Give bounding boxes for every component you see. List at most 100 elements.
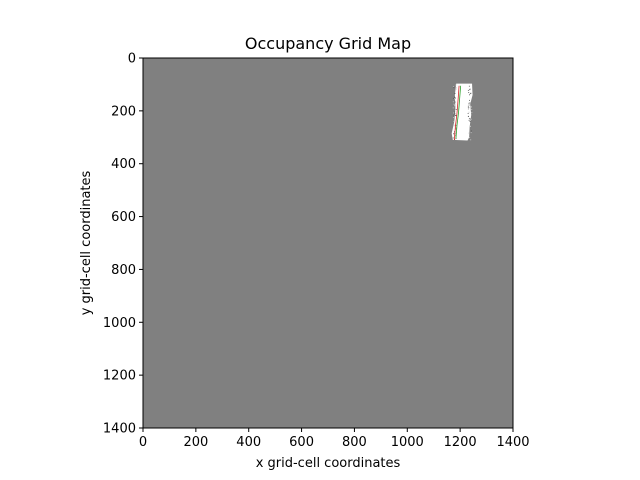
trajectory-line (455, 85, 462, 139)
occupied-cell (468, 107, 470, 109)
occupied-cell (453, 103, 455, 105)
occupied-cell (453, 125, 455, 127)
occupied-cell (454, 93, 456, 94)
occupied-cell (455, 126, 457, 128)
occupied-cell (469, 118, 471, 120)
occupied-cell (470, 118, 472, 120)
trajectory-line (453, 85, 460, 140)
occupied-cell (470, 106, 472, 108)
occupied-cell (469, 99, 470, 101)
occupied-cell (454, 107, 456, 109)
occupied-cell (452, 112, 454, 114)
x-tick-label: 200 (183, 435, 208, 450)
occupied-cell (453, 103, 454, 105)
y-axis-label: y grid-cell coordinates (79, 170, 94, 315)
occupied-cell (454, 114, 456, 116)
occupied-cell (455, 87, 457, 89)
occupied-cell (468, 107, 469, 109)
occupied-cell (467, 107, 469, 109)
occupied-cell (467, 105, 469, 107)
occupied-cell (471, 109, 473, 110)
x-tick-label: 1000 (391, 435, 424, 450)
occupied-cell (453, 96, 455, 98)
occupied-cell (454, 111, 456, 113)
occupied-cell (454, 98, 455, 100)
occupied-cell (468, 105, 470, 106)
occupied-cell (455, 84, 457, 86)
y-tick-label: 600 (111, 210, 136, 225)
occupied-cell (468, 92, 470, 93)
occupied-cell (469, 137, 471, 138)
occupied-cell (455, 128, 457, 130)
occupied-cell (470, 106, 472, 108)
x-axis-ticks: 0 200 400 600 800 1000 1200 1400 (139, 428, 530, 450)
occupied-cell (455, 97, 456, 99)
occupied-cell (453, 116, 455, 118)
x-tick-label: 800 (342, 435, 367, 450)
occupied-cell (454, 101, 456, 103)
occupied-cell (453, 86, 454, 88)
x-tick-label: 400 (236, 435, 261, 450)
occupied-cell (452, 137, 454, 139)
x-tick-label: 0 (139, 435, 147, 450)
occupied-cell (470, 92, 472, 94)
occupied-cell (471, 112, 473, 114)
occupied-cell (452, 101, 454, 103)
occupied-cell (455, 135, 457, 137)
occupied-cell (453, 115, 455, 117)
occupied-cell (454, 104, 456, 106)
y-tick-label: 200 (111, 104, 136, 119)
occupied-cell (470, 92, 472, 94)
occupied-cell (469, 94, 470, 96)
occupied-cell (455, 109, 457, 110)
x-tick-label: 1400 (496, 435, 529, 450)
occupied-cell (469, 88, 471, 90)
occupied-cell (454, 113, 456, 115)
occupied-cell (452, 107, 454, 109)
occupied-cell (467, 89, 469, 91)
occupied-cell (470, 132, 472, 134)
y-axis-ticks: 0 200 400 600 800 1000 1200 1400 (103, 52, 143, 437)
occupied-cell (453, 87, 455, 89)
occupied-cell (469, 121, 471, 123)
y-tick-label: 1400 (103, 422, 136, 437)
occupied-cell (468, 118, 470, 120)
y-tick-label: 400 (111, 157, 136, 172)
trajectory-layer (453, 85, 462, 140)
y-tick-label: 1000 (103, 316, 136, 331)
x-tick-label: 1200 (444, 435, 477, 450)
occupied-cell (453, 98, 455, 99)
occupied-cell (467, 108, 469, 110)
occupied-cell (468, 119, 470, 121)
occupied-cell (454, 106, 456, 108)
y-tick-label: 1200 (103, 369, 136, 384)
occupied-cell (468, 102, 470, 104)
occupied-cell (454, 93, 456, 95)
plot-frame (142, 57, 514, 429)
occupied-cell (453, 120, 455, 122)
x-tick-label: 600 (289, 435, 314, 450)
occupied-cell (455, 88, 457, 90)
x-axis-label: x grid-cell coordinates (256, 456, 401, 471)
occupied-cell (467, 112, 469, 114)
occupied-cell (469, 126, 471, 128)
chart-title: Occupancy Grid Map (245, 34, 411, 53)
occupied-cell (469, 89, 471, 91)
occupied-cell (470, 139, 472, 141)
occupied-cell (468, 103, 470, 105)
occupied-cell (468, 115, 469, 117)
y-tick-label: 800 (111, 263, 136, 278)
occupied-cell (452, 85, 454, 87)
occupied-cell (454, 124, 456, 126)
y-tick-label: 0 (128, 52, 136, 67)
occupied-cell (471, 130, 473, 132)
occupied-cell (455, 115, 457, 117)
occupied-cell (453, 133, 454, 135)
occupied-cell (468, 85, 470, 87)
occupied-cell (469, 102, 471, 104)
unknown-space (143, 58, 513, 428)
occupied-cell (469, 93, 471, 95)
occupied-cell (468, 132, 470, 134)
occupied-cells (452, 84, 473, 141)
